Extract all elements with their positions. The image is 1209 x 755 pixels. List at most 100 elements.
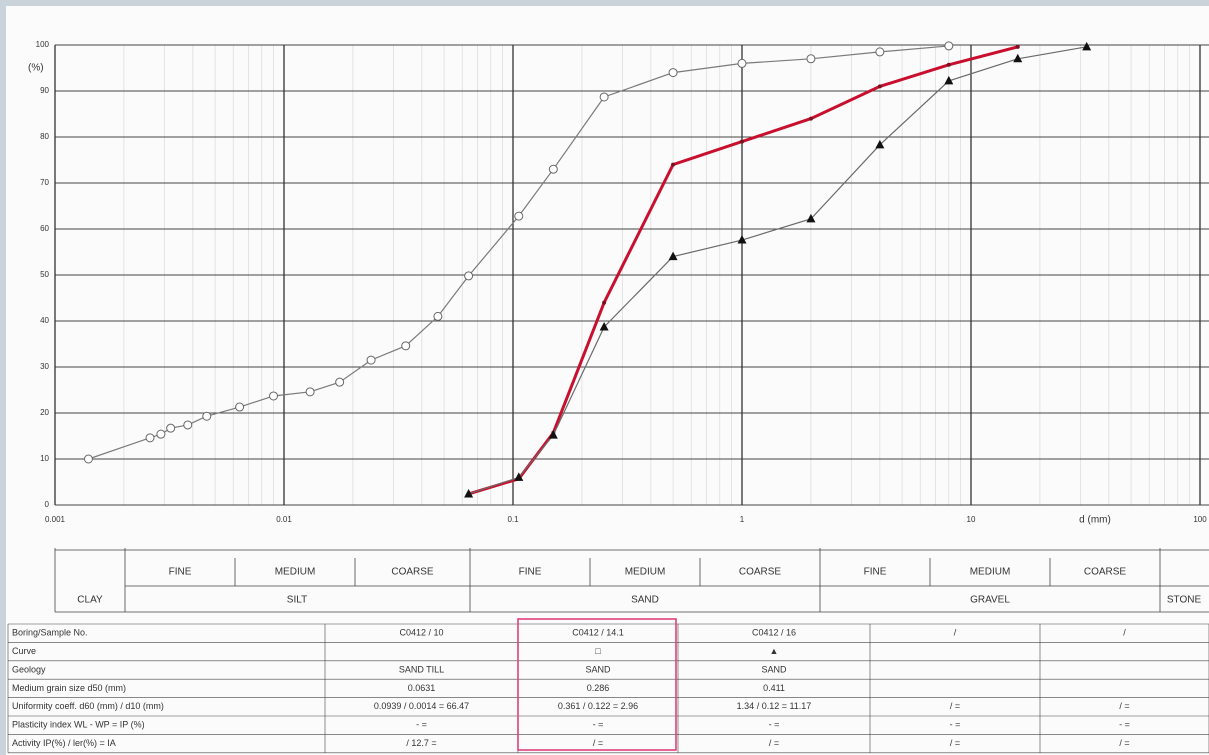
table-cell: 0.361 / 0.122 = 2.96 <box>558 701 638 711</box>
x-tick-label: 10 <box>967 515 976 524</box>
table-cell: / <box>954 628 957 638</box>
table-cell: / 12.7 = <box>406 738 436 748</box>
table-cell: SAND TILL <box>399 664 444 674</box>
data-point <box>875 139 885 149</box>
data-point <box>464 271 474 281</box>
table-cell: C0412 / 16 <box>752 628 796 638</box>
subgroup-label: MEDIUM <box>625 567 666 578</box>
data-point <box>269 391 279 401</box>
group-label: STONE <box>1167 595 1202 606</box>
data-point <box>946 62 951 67</box>
table-cell: ▲ <box>770 646 779 656</box>
y-tick-label: 80 <box>40 132 49 141</box>
data-point <box>877 84 882 89</box>
data-point <box>1082 41 1092 51</box>
data-point <box>668 251 678 261</box>
table-cell: SAND <box>585 664 611 674</box>
table-cell: □ <box>595 646 601 656</box>
x-tick-label: 100 <box>1193 515 1207 524</box>
data-point <box>599 92 609 102</box>
y-tick-label: 70 <box>40 178 49 187</box>
y-tick-label: 20 <box>40 408 49 417</box>
data-point <box>1015 44 1020 49</box>
row-label: Boring/Sample No. <box>12 628 88 638</box>
table-cell: - = <box>416 720 427 730</box>
table-cell: C0412 / 14.1 <box>572 628 624 638</box>
data-point <box>335 377 345 387</box>
paper <box>6 6 1209 755</box>
y-tick-label: 60 <box>40 224 49 233</box>
subgroup-label: COARSE <box>391 567 434 578</box>
data-point <box>156 429 166 439</box>
table-cell: 0.0939 / 0.0014 = 66.47 <box>374 701 469 711</box>
highlight-box <box>517 618 677 751</box>
row-label: Activity IP(%) / ler(%) = IA <box>12 738 116 748</box>
y-tick-label: 0 <box>45 500 50 509</box>
y-axis-unit: (%) <box>28 63 44 74</box>
table-cell: - = <box>950 720 961 730</box>
group-label: CLAY <box>77 595 103 606</box>
table-cell: / = <box>593 738 603 748</box>
table-cell: / = <box>950 738 960 748</box>
subgroup-label: COARSE <box>1084 567 1127 578</box>
table-cell: 0.0631 <box>408 683 436 693</box>
row-label: Curve <box>12 646 36 656</box>
row-label: Plasticity index WL - WP = IP (%) <box>12 720 145 730</box>
data-point <box>806 54 816 64</box>
table-cell: 1.34 / 0.12 = 11.17 <box>737 701 812 711</box>
data-point <box>599 321 609 331</box>
table-cell: SAND <box>761 664 787 674</box>
row-label: Uniformity coeff. d60 (mm) / d10 (mm) <box>12 701 164 711</box>
data-point <box>202 411 212 421</box>
data-point <box>464 488 474 498</box>
data-point <box>235 402 245 412</box>
data-point <box>401 341 411 351</box>
data-point <box>737 58 747 68</box>
subgroup-label: COARSE <box>739 567 782 578</box>
row-label: Geology <box>12 664 46 674</box>
y-tick-label: 100 <box>36 40 50 49</box>
data-point <box>514 211 524 221</box>
data-point <box>366 355 376 365</box>
data-point <box>83 454 93 464</box>
data-point <box>668 68 678 78</box>
group-label: GRAVEL <box>970 595 1010 606</box>
x-tick-label: 0.01 <box>276 515 292 524</box>
y-tick-label: 50 <box>40 270 49 279</box>
table-cell: - = <box>769 720 780 730</box>
x-tick-label: 0.001 <box>45 515 66 524</box>
data-point <box>1013 53 1023 63</box>
data-point <box>166 423 176 433</box>
table-cell: / = <box>1119 701 1129 711</box>
data-point <box>671 162 676 167</box>
subgroup-label: FINE <box>864 567 887 578</box>
data-line <box>88 45 949 460</box>
y-tick-label: 90 <box>40 86 49 95</box>
data-point <box>740 139 744 144</box>
data-point <box>433 311 443 321</box>
data-point <box>548 430 558 439</box>
data-point <box>602 300 607 305</box>
table-cell: 0.286 <box>587 683 610 693</box>
subgroup-label: MEDIUM <box>970 567 1011 578</box>
x-tick-label: 0.1 <box>507 515 519 524</box>
data-point <box>806 213 816 223</box>
data-point <box>183 420 193 430</box>
x-tick-label: 1 <box>740 515 745 524</box>
data-point <box>514 472 524 481</box>
data-point <box>944 75 954 85</box>
subgroup-label: MEDIUM <box>275 567 316 578</box>
row-label: Medium grain size d50 (mm) <box>12 683 126 693</box>
table-cell: - = <box>1119 720 1130 730</box>
table-cell: / = <box>1119 738 1129 748</box>
data-point <box>737 235 747 244</box>
data-point <box>944 41 954 51</box>
table-cell: 0.411 <box>763 683 785 693</box>
table-cell: / = <box>769 738 779 748</box>
data-point <box>875 47 885 57</box>
subgroup-label: FINE <box>519 567 542 578</box>
group-label: SILT <box>287 595 307 606</box>
data-point <box>548 164 558 174</box>
